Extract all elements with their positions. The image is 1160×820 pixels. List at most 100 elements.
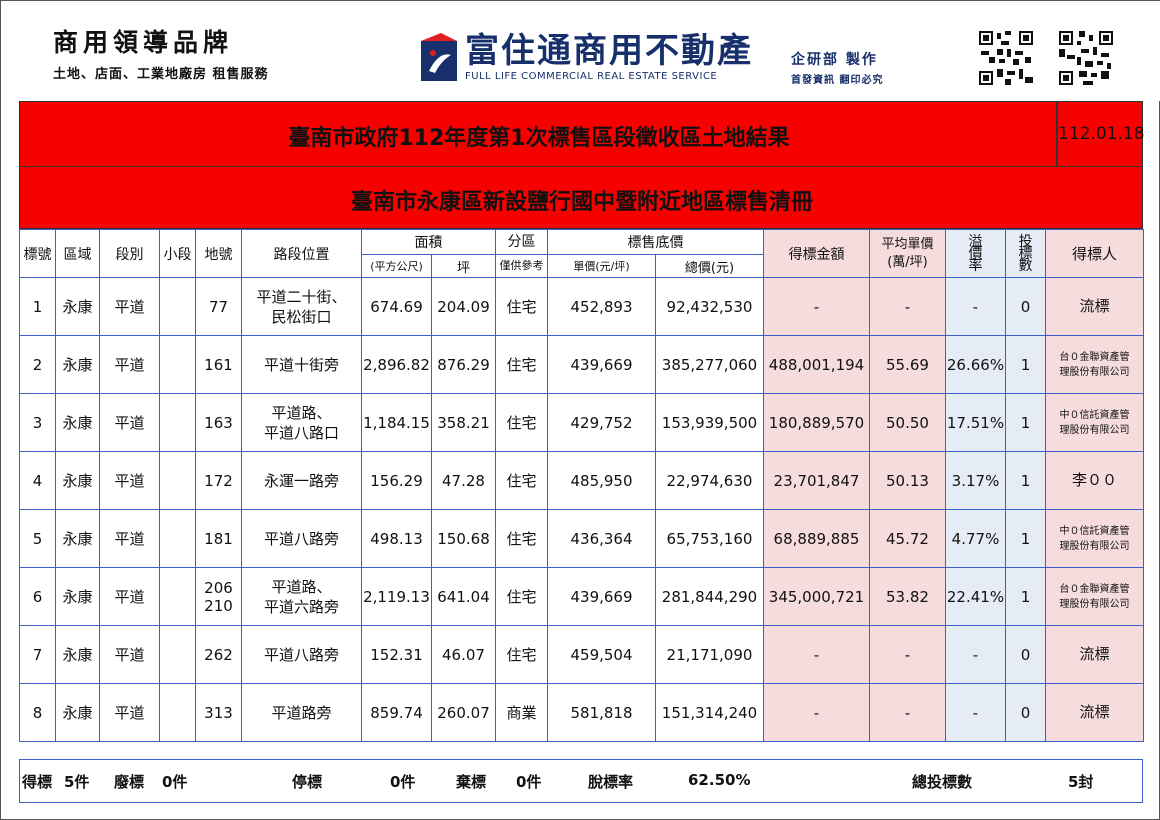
row-number: 4 (19, 451, 56, 510)
row-number: 7 (19, 625, 56, 684)
row-size-sqm: 674.69 (361, 277, 432, 336)
summary-footer: 得標 5件 廢標 0件 停標 0件 棄標 0件 脫標率 62.50% 總投標數 … (19, 759, 1143, 803)
row-winner-line-1: 中０信託資產管 (1059, 409, 1130, 421)
row-road-line-2: 平道八路口 (263, 423, 339, 442)
header-size: 面積 (361, 229, 496, 255)
subtitle-banner: 臺南市永康區新設鹽行國中暨附近地區標售清冊 (19, 167, 1143, 229)
row-number: 2 (19, 335, 56, 394)
row-winner-line-1: 台０金聯資產管 (1059, 351, 1130, 363)
row-road-line-2: 民松街口 (271, 307, 332, 326)
row-road-line-1: 平道路旁 (271, 703, 332, 722)
row-size-ping: 150.68 (431, 509, 496, 568)
row-unit-price: 439,669 (547, 335, 656, 394)
row-lot-line-1: 262 (204, 645, 233, 664)
row-zone: 住宅 (495, 451, 548, 510)
row-premium-rate: 22.41% (945, 567, 1006, 626)
row-size-sqm: 156.29 (361, 451, 432, 510)
row-lot-line-1: 161 (204, 355, 233, 374)
row-bid-count: 0 (1005, 625, 1046, 684)
row-lot-line-1: 313 (204, 703, 233, 722)
abandoned-count: 0件 (516, 773, 542, 791)
row-size-sqm: 1,184.15 (361, 393, 432, 452)
row-section: 平道 (99, 567, 160, 626)
row-road-line-1: 平道八路旁 (263, 645, 339, 664)
row-avg-unit-price: - (869, 683, 946, 742)
table-row: 6 永康 平道 206 210 平道路、 平道六路旁 2,119.13 641.04 住宅 439,… (19, 567, 1144, 626)
row-subsection (159, 625, 196, 684)
row-lot-line-1: 181 (204, 529, 233, 548)
row-number: 5 (19, 509, 56, 568)
row-subsection (159, 335, 196, 394)
row-winning-amount: 345,000,721 (763, 567, 870, 626)
header-size-ping: 坪 (431, 254, 496, 278)
table-header-row: 標號 區域 段別 小段 地號 路段位置 面積 分區 標售底價 得標金額 平均單價… (19, 229, 1144, 278)
row-section: 平道 (99, 393, 160, 452)
row-size-sqm: 2,896.82 (361, 335, 432, 394)
row-avg-unit-price: 50.13 (869, 451, 946, 510)
header-premium-char-2: 價 (968, 245, 983, 262)
header-winning-amount: 得標金額 (763, 229, 870, 278)
row-unit-price: 452,893 (547, 277, 656, 336)
row-winner: 流標 (1045, 625, 1144, 684)
row-size-ping: 641.04 (431, 567, 496, 626)
document-date: 112.01.18 (1058, 124, 1145, 144)
row-size-ping: 46.07 (431, 625, 496, 684)
header-base-price: 標售底價 (547, 229, 764, 255)
brand-subtitle: 土地、店面、工業地廠房 租售服務 (53, 67, 269, 82)
row-section: 平道 (99, 509, 160, 568)
header-no: 標號 (19, 229, 56, 278)
row-bid-count: 1 (1005, 451, 1046, 510)
row-subsection (159, 683, 196, 742)
table-row: 4 永康 平道 172 永運一路旁 156.29 47.28 住宅 485,950 22,974,… (19, 451, 1144, 510)
row-section: 平道 (99, 277, 160, 336)
header-bids-char-1: 投 (1018, 233, 1033, 250)
row-zone: 商業 (495, 683, 548, 742)
row-lot: 172 (195, 451, 242, 510)
copyright-note: 首發資訊 翻印必究 (791, 75, 884, 86)
row-avg-unit-price: 55.69 (869, 335, 946, 394)
row-size-ping: 358.21 (431, 393, 496, 452)
date-banner: 112.01.18 (1057, 101, 1145, 167)
qr-code-icon (977, 29, 1035, 87)
row-size-ping: 204.09 (431, 277, 496, 336)
row-section: 平道 (99, 451, 160, 510)
row-unit-price: 485,950 (547, 451, 656, 510)
void-count: 0件 (162, 773, 188, 791)
row-size-ping: 876.29 (431, 335, 496, 394)
row-number: 1 (19, 277, 56, 336)
row-subsection (159, 277, 196, 336)
header-premium-char-1: 溢 (968, 233, 983, 250)
row-road-line-2: 平道六路旁 (263, 597, 339, 616)
total-bids-label: 總投標數 (912, 773, 973, 791)
document-subtitle: 臺南市永康區新設鹽行國中暨附近地區標售清冊 (350, 190, 813, 215)
title-banner: 臺南市政府112年度第1次標售區段徵收區土地結果 (19, 101, 1057, 167)
row-total-price: 151,314,240 (655, 683, 764, 742)
row-lot: 206 210 (195, 567, 242, 626)
row-number: 3 (19, 393, 56, 452)
department-label: 企研部 製作 (791, 52, 878, 68)
header-avg-unit-unit: (萬/坪) (887, 254, 928, 270)
row-lot-line-2: 210 (204, 596, 233, 615)
row-avg-unit-price: - (869, 625, 946, 684)
row-total-price: 21,171,090 (655, 625, 764, 684)
row-section: 平道 (99, 335, 160, 394)
header-lot: 地號 (195, 229, 242, 278)
stopped-label: 停標 (292, 773, 323, 791)
stopped-count: 0件 (390, 773, 416, 791)
row-road-line-1: 平道八路旁 (263, 529, 339, 548)
row-winner: 台０金聯資產管 理股份有限公司 (1045, 335, 1144, 394)
row-unit-price: 581,818 (547, 683, 656, 742)
row-total-price: 65,753,160 (655, 509, 764, 568)
row-area: 永康 (55, 567, 100, 626)
logo-mark-icon (421, 33, 457, 81)
rate-label: 脫標率 (588, 773, 634, 791)
total-bids-value: 5封 (1068, 773, 1094, 791)
row-size-ping: 260.07 (431, 683, 496, 742)
row-total-price: 385,277,060 (655, 335, 764, 394)
header-section: 段別 (99, 229, 160, 278)
brand-title: 商用領導品牌 (53, 28, 234, 57)
row-road-line-1: 平道路、 (271, 403, 332, 422)
row-lot-line-1: 163 (204, 413, 233, 432)
header-avg-unit: 平均單價 (萬/坪) (869, 229, 946, 278)
